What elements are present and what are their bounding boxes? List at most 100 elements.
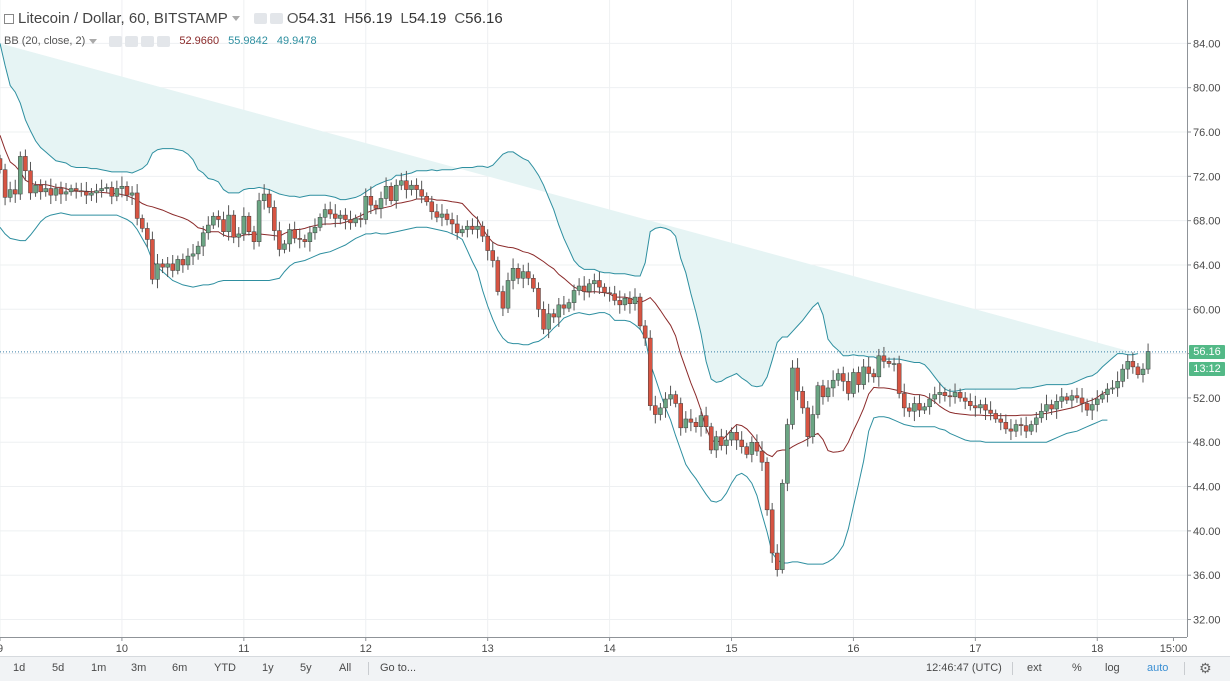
candle-body xyxy=(1059,396,1064,402)
candle-body xyxy=(541,309,546,330)
candle-body xyxy=(546,313,551,330)
low-value: 54.19 xyxy=(408,10,447,27)
candle-body xyxy=(856,372,861,385)
candle-body xyxy=(637,296,643,327)
price-axis[interactable]: 32.0036.0040.0044.0048.0052.0056.0060.00… xyxy=(1187,38,1221,627)
candle-body xyxy=(790,367,795,425)
price-tick-label: 84.00 xyxy=(1193,38,1221,50)
candle-body xyxy=(1140,368,1146,375)
log-toggle[interactable]: log xyxy=(1105,662,1120,674)
ext-toggle[interactable]: ext xyxy=(1027,662,1042,674)
candle-body xyxy=(968,400,973,406)
candle-body xyxy=(866,366,871,374)
range-1d[interactable]: 1d xyxy=(13,662,26,674)
range-1m[interactable]: 1m xyxy=(91,662,107,674)
candle-body xyxy=(145,228,150,240)
candle-body xyxy=(1110,387,1115,390)
candle-body xyxy=(708,426,714,451)
bar-countdown-tag: 13:12 xyxy=(1189,361,1225,376)
plus-icon[interactable] xyxy=(141,35,155,47)
candle-body xyxy=(48,188,54,196)
candle-body xyxy=(1125,361,1131,370)
candle-body xyxy=(642,325,648,339)
close-icon[interactable] xyxy=(157,35,171,47)
chevron-down-icon[interactable] xyxy=(231,16,240,21)
candle-body xyxy=(907,407,912,412)
candle-body xyxy=(820,385,826,398)
candle-body xyxy=(1079,397,1085,404)
gear-icon[interactable] xyxy=(269,13,283,24)
candle-body xyxy=(830,379,836,389)
percent-toggle[interactable]: % xyxy=(1072,662,1082,674)
time-axis[interactable]: 9 10 11 12 13 14 15 16 17 18 15:00 xyxy=(0,637,1187,655)
candle-body xyxy=(556,304,562,318)
candle-body xyxy=(795,367,800,392)
candle-body xyxy=(449,219,455,225)
candle-body xyxy=(246,215,252,232)
candle-body xyxy=(932,394,937,400)
candle-body xyxy=(744,446,750,455)
candle-body xyxy=(800,391,805,409)
candle-body xyxy=(251,231,257,242)
candle-body xyxy=(805,407,810,437)
range-3m[interactable]: 3m xyxy=(131,662,147,674)
candle-body xyxy=(825,387,831,398)
bb-lower-value: 49.9478 xyxy=(276,35,317,47)
candle-body xyxy=(460,229,465,234)
candle-body xyxy=(576,285,582,291)
candle-body xyxy=(612,293,617,301)
price-chart[interactable]: 32.0036.0040.0044.0048.0052.0056.0060.00… xyxy=(0,0,1230,656)
eye-icon[interactable] xyxy=(109,35,123,47)
candle-body xyxy=(68,188,74,193)
utc-clock[interactable]: 12:46:47 (UTC) xyxy=(926,662,1002,674)
bb-lower-line xyxy=(0,212,1108,565)
candle-body xyxy=(134,192,140,219)
candle-body xyxy=(89,192,94,196)
candle-body xyxy=(1044,404,1049,412)
candle-body xyxy=(571,290,577,303)
candle-body xyxy=(927,398,932,408)
candle-body xyxy=(602,286,607,293)
range-6m[interactable]: 6m xyxy=(172,662,188,674)
candle-body xyxy=(876,355,882,378)
range-all[interactable]: All xyxy=(339,662,352,674)
range-1y[interactable]: 1y xyxy=(262,662,274,674)
candle-body xyxy=(597,280,602,288)
candle-body xyxy=(632,296,638,304)
auto-toggle[interactable]: auto xyxy=(1147,662,1169,674)
candle-body xyxy=(287,229,292,245)
indicator-title[interactable]: BB (20, close, 2) xyxy=(4,35,86,47)
symbol-title[interactable]: Litecoin / Dollar, 60, BITSTAMP xyxy=(18,10,228,27)
range-5y[interactable]: 5y xyxy=(300,662,312,674)
candle-body xyxy=(617,300,623,306)
gear-icon[interactable]: ⚙ xyxy=(1199,660,1212,676)
candle-body xyxy=(653,405,658,415)
range-5d[interactable]: 5d xyxy=(52,662,65,674)
candle-body xyxy=(505,280,511,309)
candle-body xyxy=(490,250,496,261)
chevron-down-icon[interactable] xyxy=(89,38,98,44)
candle-body xyxy=(983,404,988,411)
candle-body xyxy=(297,238,302,240)
range-ytd[interactable]: YTD xyxy=(214,662,236,674)
goto-button[interactable]: Go to... xyxy=(380,662,417,674)
candle-body xyxy=(139,218,145,229)
settings-icon[interactable] xyxy=(253,13,267,24)
candle-body xyxy=(170,263,175,271)
candle-body xyxy=(551,313,556,318)
gear-icon[interactable] xyxy=(125,35,139,47)
candle-body xyxy=(841,373,846,382)
time-tick-label: 14 xyxy=(603,643,615,655)
candlestick-series xyxy=(0,149,1151,577)
candle-body xyxy=(200,232,206,247)
candle-body xyxy=(1023,425,1029,432)
candle-body xyxy=(952,392,958,398)
candle-body xyxy=(419,189,424,197)
candle-body xyxy=(754,441,760,452)
collapse-icon[interactable] xyxy=(4,13,14,24)
candle-body xyxy=(241,215,247,235)
candle-body xyxy=(165,263,170,268)
candle-body xyxy=(63,191,69,195)
candle-body xyxy=(190,253,196,257)
candle-body xyxy=(668,394,673,400)
